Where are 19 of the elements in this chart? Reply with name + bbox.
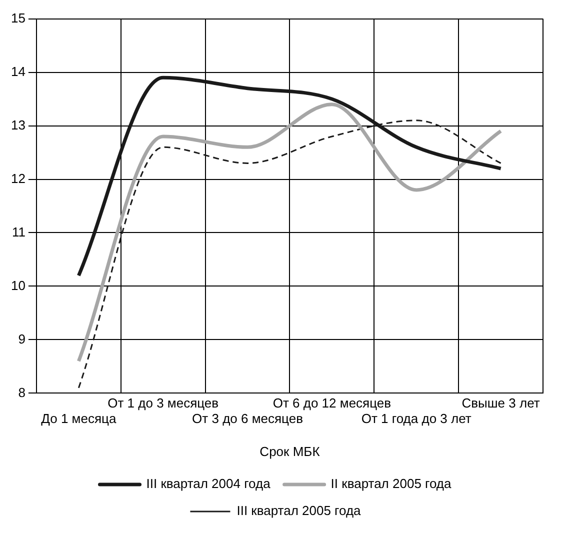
x-axis-title: Срок МБК [260,444,320,459]
x-tick-label: От 3 до 6 месяцев [192,411,304,426]
x-tick-label: До 1 месяца [41,411,117,426]
legend-label: III квартал 2005 года [236,503,362,518]
line-series [76,102,503,363]
y-tick-label: 12 [10,170,26,186]
y-tick-label: 14 [10,64,26,79]
y-tick-label: 9 [18,331,26,346]
y-tick-label: 8 [18,384,26,400]
y-tick-label: 15 [10,10,26,26]
x-tick-label: Свыше 3 лет [462,396,540,411]
legend-label: II квартал 2005 года [330,476,452,492]
x-tick-label: От 1 до 3 месяцев [108,396,219,411]
y-tick-label: 11 [12,224,26,240]
y-tick-label: 13 [10,117,26,132]
x-tick-label: От 1 года до 3 лет [361,411,472,426]
y-tick-label: 10 [10,278,26,293]
x-tick-label: От 6 до 12 месяцев [272,396,392,411]
legend-label: III квартал 2004 года [146,476,272,492]
